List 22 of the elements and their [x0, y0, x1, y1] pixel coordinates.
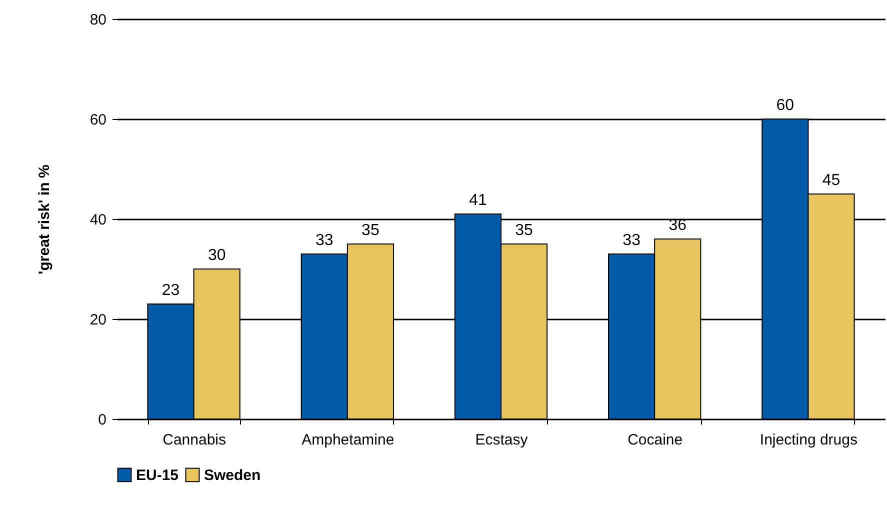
y-tick-label: 80 — [90, 12, 106, 28]
data-label: 35 — [515, 222, 534, 239]
y-tick-label: 20 — [90, 312, 106, 328]
y-tick-label: 40 — [90, 212, 106, 228]
data-label: 33 — [622, 232, 641, 249]
data-label: 23 — [162, 282, 180, 299]
data-label: 45 — [822, 172, 840, 189]
data-label: 33 — [315, 232, 334, 249]
legend-label: Sweden — [204, 466, 261, 484]
data-label: 30 — [208, 247, 226, 264]
data-label: 35 — [362, 222, 380, 239]
x-tick-label: Cocaine — [628, 432, 683, 448]
y-axis-title: 'great risk' in % — [36, 164, 53, 274]
x-tick-label: Injecting drugs — [760, 432, 858, 448]
legend-label: EU-15 — [136, 466, 179, 484]
x-tick-label: Ecstasy — [475, 432, 528, 448]
data-label: 60 — [776, 97, 794, 114]
data-label: 41 — [469, 192, 487, 209]
y-tick-label: 60 — [90, 112, 106, 128]
y-tick-label: 0 — [98, 412, 106, 428]
x-tick-label: Cannabis — [162, 432, 226, 448]
x-tick-label: Amphetamine — [302, 432, 394, 448]
